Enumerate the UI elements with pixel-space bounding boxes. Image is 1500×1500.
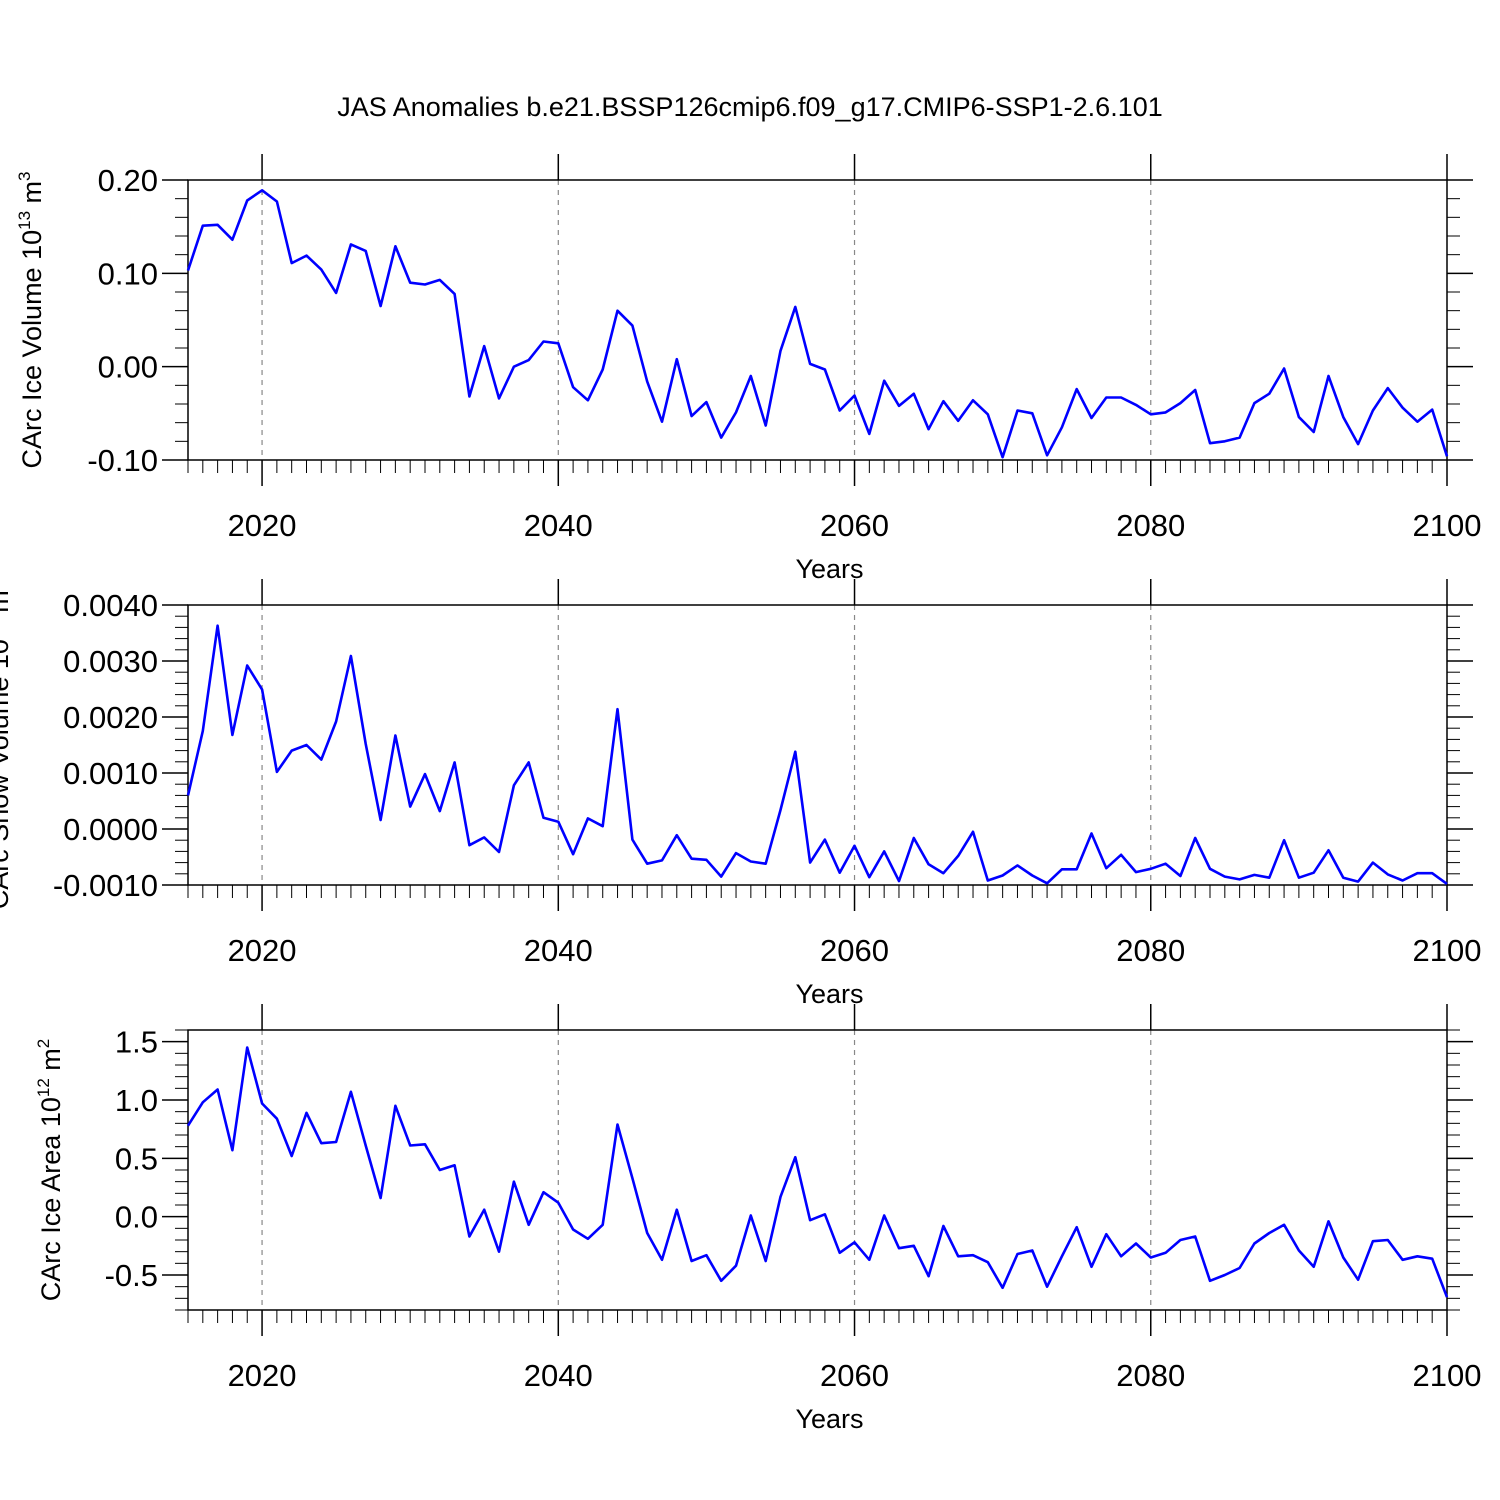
ice-volume-ytick-label: 0.00 [98, 350, 158, 385]
ice-volume-xlabel: Years [795, 554, 863, 584]
snow-volume-ytick-label: -0.0010 [53, 868, 158, 903]
snow-volume-xlabel: Years [795, 979, 863, 1009]
ice-area-xtick-label: 2040 [524, 1358, 593, 1393]
ice-area-xtick-label: 2020 [228, 1358, 297, 1393]
panel-snow-volume: 2020 2040 2060 2080 2100 Years -0.0010 0.0000 0.… [0, 579, 1481, 1009]
ice-volume-xtick-label: 2020 [228, 508, 297, 543]
ice-volume-xtick-label: 2080 [1116, 508, 1185, 543]
figure-title: JAS Anomalies b.e21.BSSP126cmip6.f09_g17… [337, 92, 1163, 122]
ice-volume-xtick-label: 2060 [820, 508, 889, 543]
snow-volume-xtick-label: 2060 [820, 933, 889, 968]
snow-volume-ytick-label: 0.0030 [63, 644, 158, 679]
snow-volume-xtick-label: 2040 [524, 933, 593, 968]
panels: 2020 2040 2060 2080 2100 Years -0.10 0.00 0.10 0.… [0, 154, 1481, 1434]
ice-area-xtick-label: 2060 [820, 1358, 889, 1393]
ice-volume-plot-frame [187, 179, 1448, 461]
ice-volume-series-line [186, 189, 1449, 459]
ice-area-xtick-label: 2080 [1116, 1358, 1185, 1393]
snow-volume-series-line [186, 624, 1448, 885]
ice-area-xlabel: Years [795, 1404, 863, 1434]
ice-volume-ylabel: CArc Ice Volume 1013 m3 [15, 171, 47, 468]
snow-volume-ylabel: CArc Snow Volume 1013 m3 [0, 581, 14, 910]
ice-area-ytick-label: 1.0 [115, 1083, 158, 1118]
ice-volume-ytick-label: 0.20 [98, 163, 158, 198]
ice-volume-ytick-label: -0.10 [87, 443, 158, 478]
ice-area-ytick-label: 0.5 [115, 1141, 158, 1176]
snow-volume-ytick-label: 0.0020 [63, 700, 158, 735]
snow-volume-xtick-label: 2080 [1116, 933, 1185, 968]
panel-ice-volume: 2020 2040 2060 2080 2100 Years -0.10 0.00 0.10 0.… [15, 154, 1481, 584]
ice-area-ylabel: CArc Ice Area 1012 m2 [34, 1039, 66, 1302]
ice-area-ytick-label: -0.5 [105, 1258, 158, 1293]
snow-volume-ytick-label: 0.0040 [63, 588, 158, 623]
snow-volume-ytick-label: 0.0000 [63, 812, 158, 847]
ice-area-xtick-label: 2100 [1413, 1358, 1482, 1393]
ice-area-ytick-label: 1.5 [115, 1025, 158, 1060]
ice-volume-ytick-label: 0.10 [98, 256, 158, 291]
snow-volume-xtick-label: 2100 [1413, 933, 1482, 968]
snow-volume-plot-frame [187, 604, 1448, 886]
ice-area-plot-frame [187, 1029, 1448, 1311]
snow-volume-xtick-label: 2020 [228, 933, 297, 968]
ice-area-series-line [186, 1046, 1449, 1298]
ice-volume-xtick-label: 2040 [524, 508, 593, 543]
snow-volume-ytick-label: 0.0010 [63, 756, 158, 791]
ice-volume-xtick-label: 2100 [1413, 508, 1482, 543]
panel-ice-area: 2020 2040 2060 2080 2100 Years -0.5 0.0 0.5 1.0 1.… [34, 1004, 1481, 1434]
ice-area-ytick-label: 0.0 [115, 1200, 158, 1235]
